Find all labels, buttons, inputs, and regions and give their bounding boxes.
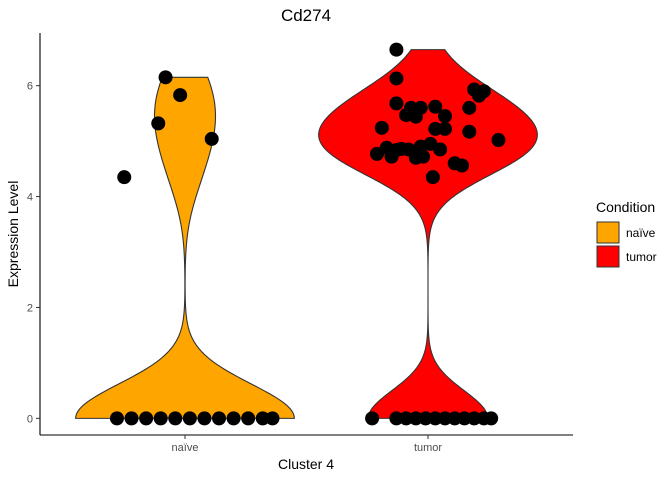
data-point bbox=[447, 411, 462, 426]
violin-naive bbox=[75, 76, 295, 419]
data-point bbox=[389, 411, 404, 426]
data-point bbox=[124, 411, 139, 426]
legend-swatch-naive bbox=[596, 221, 620, 244]
data-point bbox=[399, 411, 414, 426]
data-point bbox=[365, 411, 380, 426]
data-point bbox=[241, 411, 256, 426]
data-point bbox=[467, 411, 482, 426]
data-point bbox=[408, 411, 423, 426]
legend-label-naive: naïve bbox=[626, 226, 656, 240]
data-point bbox=[438, 109, 453, 124]
legend-swatch-tumor bbox=[596, 245, 620, 268]
data-point bbox=[265, 411, 280, 426]
data-point bbox=[438, 121, 453, 136]
y-tick-label: 6 bbox=[27, 81, 33, 93]
data-point bbox=[438, 411, 453, 426]
data-point bbox=[374, 120, 389, 135]
data-point bbox=[168, 411, 183, 426]
data-point bbox=[462, 124, 477, 139]
data-point bbox=[389, 71, 404, 86]
data-point bbox=[389, 96, 404, 111]
chart-title: Cd274 bbox=[281, 6, 331, 25]
data-point bbox=[204, 131, 219, 146]
data-point bbox=[462, 100, 477, 115]
data-point bbox=[151, 116, 166, 131]
legend-label-tumor: tumor bbox=[626, 250, 657, 264]
data-point bbox=[457, 411, 472, 426]
legend: Condition naïve tumor bbox=[596, 199, 657, 268]
data-point bbox=[139, 411, 154, 426]
data-point bbox=[455, 158, 470, 173]
data-point bbox=[255, 411, 270, 426]
data-point bbox=[433, 142, 448, 157]
data-point bbox=[408, 109, 423, 124]
data-point bbox=[182, 411, 197, 426]
data-point bbox=[384, 149, 399, 164]
data-point bbox=[425, 170, 440, 185]
x-tick-label: tumor bbox=[414, 442, 442, 454]
data-point bbox=[117, 170, 132, 185]
data-point bbox=[428, 99, 443, 114]
data-point bbox=[369, 146, 384, 161]
x-ticks: naïve tumor bbox=[172, 435, 442, 454]
data-point bbox=[153, 411, 168, 426]
data-point bbox=[472, 88, 487, 103]
y-axis-title: Expression Level bbox=[5, 181, 21, 288]
data-point bbox=[418, 411, 433, 426]
data-point bbox=[491, 133, 506, 148]
data-point bbox=[197, 411, 212, 426]
y-ticks: 0 2 4 6 bbox=[27, 81, 40, 425]
data-point bbox=[428, 411, 443, 426]
axes bbox=[39, 33, 573, 436]
data-point bbox=[158, 70, 173, 85]
data-point bbox=[212, 411, 227, 426]
data-point bbox=[109, 411, 124, 426]
y-tick-label: 2 bbox=[27, 302, 33, 314]
data-point bbox=[484, 411, 499, 426]
point-layer bbox=[109, 42, 506, 426]
data-point bbox=[416, 149, 431, 164]
x-tick-label: naïve bbox=[172, 442, 199, 454]
data-point bbox=[428, 121, 443, 136]
data-point bbox=[226, 411, 241, 426]
legend-title: Condition bbox=[596, 199, 655, 215]
data-point bbox=[173, 88, 188, 103]
violin-tumor bbox=[318, 49, 538, 419]
data-point bbox=[389, 42, 404, 57]
y-tick-label: 0 bbox=[27, 413, 33, 425]
y-tick-label: 4 bbox=[27, 192, 33, 204]
x-axis-title: Cluster 4 bbox=[278, 456, 334, 472]
